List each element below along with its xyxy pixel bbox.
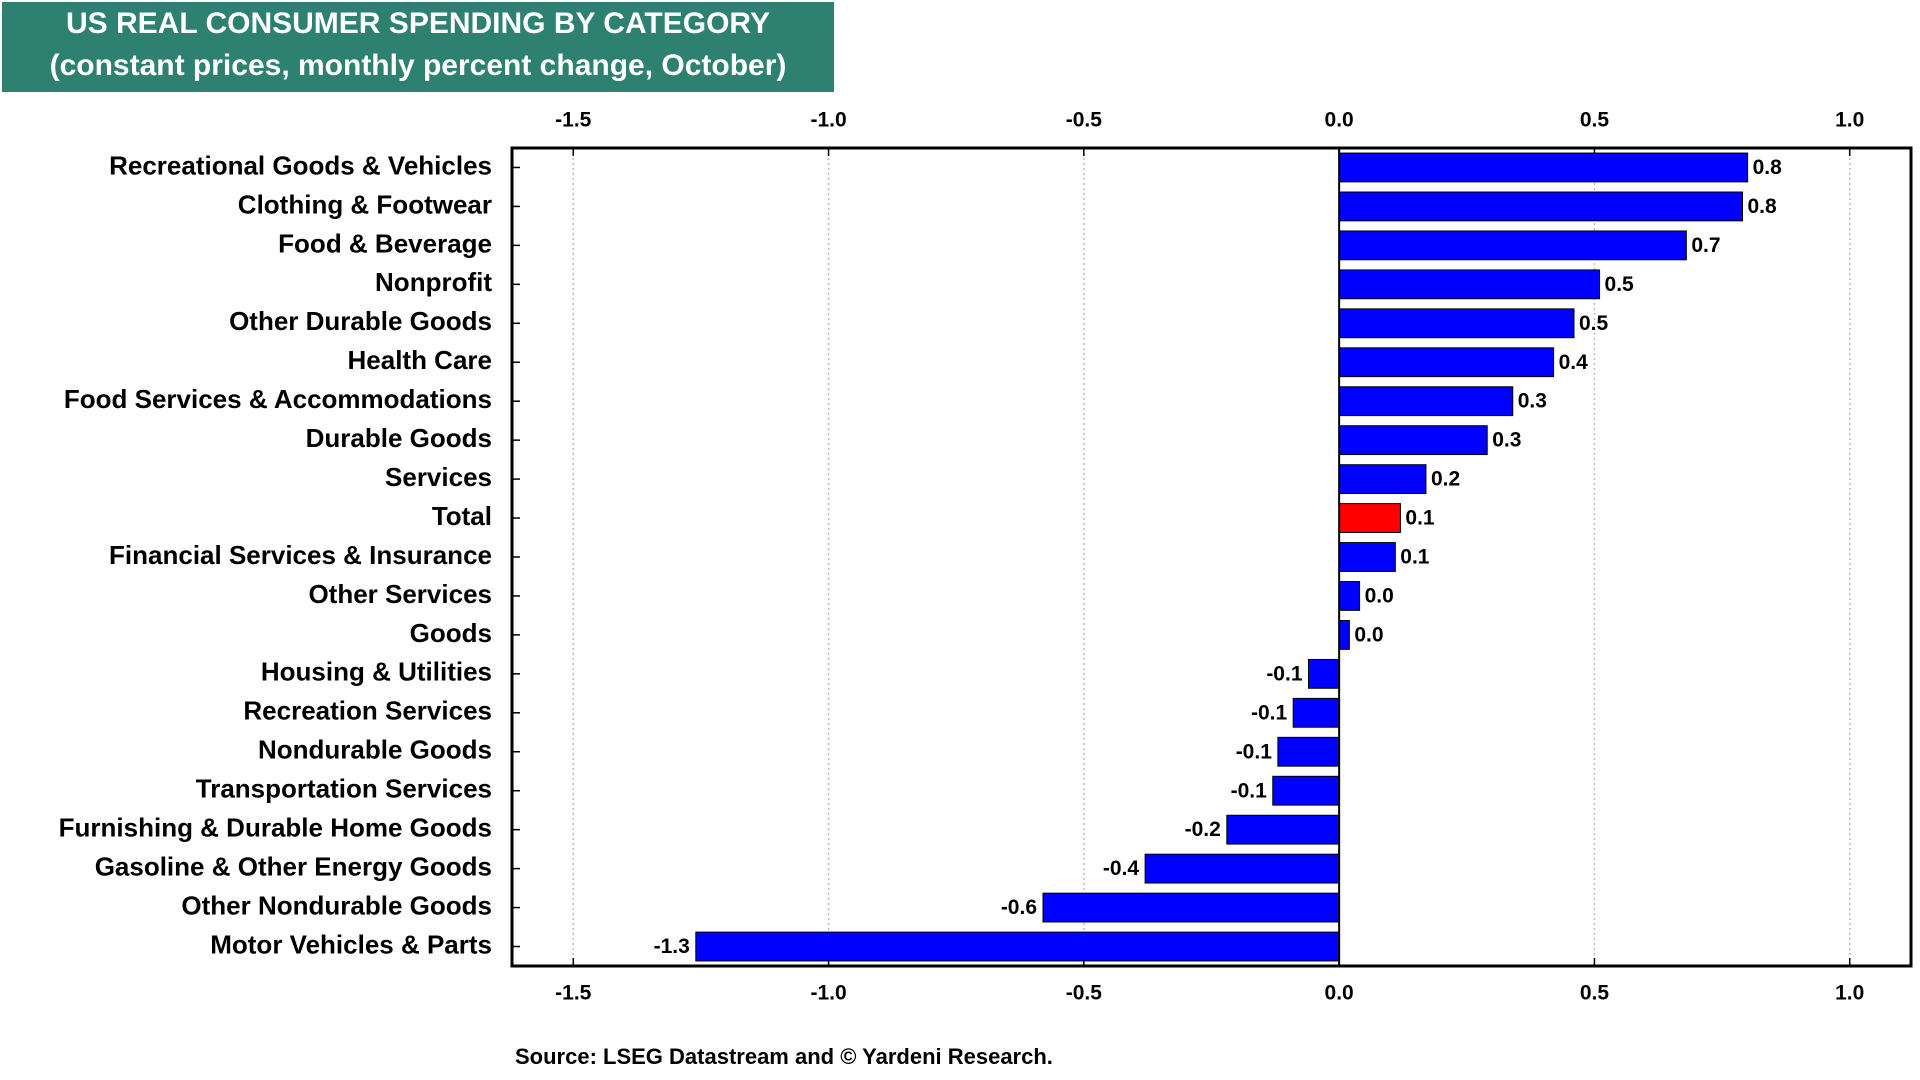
bar bbox=[1144, 853, 1340, 884]
y-tick-label: Clothing & Footwear bbox=[238, 189, 492, 219]
bar bbox=[1277, 736, 1340, 767]
bar bbox=[1338, 503, 1401, 533]
y-tick-label: Health Care bbox=[348, 345, 493, 375]
value-label: 0.3 bbox=[1492, 429, 1521, 452]
y-tick-label: Food Services & Accommodations bbox=[64, 384, 492, 414]
bar bbox=[1338, 464, 1427, 495]
chart-title: US REAL CONSUMER SPENDING BY CATEGORY bbox=[66, 7, 770, 40]
x-tick-label: -1.0 bbox=[810, 109, 846, 132]
value-label: -1.3 bbox=[654, 935, 690, 958]
bar bbox=[1338, 347, 1555, 378]
bar bbox=[1338, 581, 1361, 611]
plot-frame bbox=[510, 146, 1913, 968]
value-label: -0.1 bbox=[1266, 662, 1303, 685]
value-label: 0.0 bbox=[1354, 623, 1383, 646]
x-tick-label: 0.5 bbox=[1580, 109, 1610, 132]
y-tick-label: Gasoline & Other Energy Goods bbox=[95, 851, 492, 881]
bar bbox=[1338, 191, 1744, 222]
bar bbox=[1338, 230, 1687, 261]
bar bbox=[1338, 386, 1514, 417]
y-tick-label: Other Durable Goods bbox=[229, 306, 492, 336]
bar bbox=[1338, 425, 1488, 456]
value-label: -0.2 bbox=[1185, 818, 1221, 841]
y-tick-label: Motor Vehicles & Parts bbox=[210, 929, 492, 959]
bar bbox=[1292, 697, 1340, 728]
value-label: 0.7 bbox=[1691, 234, 1720, 257]
title-box bbox=[2, 2, 834, 92]
value-label: 0.5 bbox=[1605, 273, 1635, 296]
x-tick-label: -1.5 bbox=[555, 982, 592, 1005]
y-tick-label: Transportation Services bbox=[196, 774, 492, 804]
bar bbox=[1338, 308, 1575, 339]
x-tick-label: 0.0 bbox=[1325, 982, 1354, 1005]
bar bbox=[1226, 814, 1340, 845]
y-tick-label: Total bbox=[432, 501, 492, 531]
y-tick-label: Durable Goods bbox=[306, 423, 492, 453]
value-label: 0.3 bbox=[1518, 390, 1547, 413]
y-tick-label: Housing & Utilities bbox=[261, 657, 492, 687]
y-tick-label: Goods bbox=[410, 618, 492, 648]
x-tick-label: 1.0 bbox=[1835, 982, 1864, 1005]
y-tick-label: Other Nondurable Goods bbox=[181, 890, 492, 920]
y-tick-label: Furnishing & Durable Home Goods bbox=[59, 813, 492, 843]
value-label: 0.8 bbox=[1753, 156, 1783, 179]
value-label: 0.8 bbox=[1748, 195, 1778, 218]
value-label: 0.1 bbox=[1400, 546, 1430, 569]
x-tick-label: -0.5 bbox=[1066, 982, 1103, 1005]
y-tick-label: Food & Beverage bbox=[278, 228, 492, 258]
bar bbox=[1272, 775, 1340, 806]
value-label: -0.1 bbox=[1231, 779, 1268, 802]
value-label: -0.1 bbox=[1236, 740, 1273, 763]
y-tick-label: Nondurable Goods bbox=[258, 735, 492, 765]
y-tick-label: Recreation Services bbox=[243, 696, 492, 726]
bar bbox=[695, 931, 1340, 962]
value-label: -0.4 bbox=[1103, 857, 1140, 880]
bar bbox=[1338, 619, 1350, 650]
bar bbox=[1042, 892, 1340, 923]
value-label: -0.1 bbox=[1251, 701, 1288, 724]
y-tick-label: Recreational Goods & Vehicles bbox=[109, 150, 492, 180]
x-tick-label: 0.5 bbox=[1580, 982, 1610, 1005]
value-label: -0.6 bbox=[1001, 896, 1037, 919]
x-tick-label: -1.0 bbox=[810, 982, 846, 1005]
x-tick-label: 1.0 bbox=[1835, 109, 1864, 132]
value-label: 0.5 bbox=[1579, 312, 1609, 335]
value-label: 0.0 bbox=[1365, 584, 1394, 607]
bar bbox=[1308, 658, 1340, 689]
x-tick-label: -1.5 bbox=[555, 109, 592, 132]
y-tick-label: Financial Services & Insurance bbox=[109, 540, 492, 570]
y-tick-label: Services bbox=[385, 462, 492, 492]
value-label: 0.4 bbox=[1559, 351, 1589, 374]
y-tick-label: Other Services bbox=[308, 579, 492, 609]
value-label: 0.1 bbox=[1405, 507, 1435, 530]
chart-subtitle: (constant prices, monthly percent change… bbox=[50, 49, 787, 82]
x-tick-label: 0.0 bbox=[1325, 109, 1354, 132]
value-label: 0.2 bbox=[1431, 468, 1460, 491]
x-tick-label: -0.5 bbox=[1066, 109, 1103, 132]
bar bbox=[1338, 152, 1749, 183]
source-note: Source: LSEG Datastream and © Yardeni Re… bbox=[515, 1044, 1053, 1069]
bar bbox=[1338, 269, 1601, 300]
y-tick-label: Nonprofit bbox=[375, 267, 492, 297]
bar bbox=[1338, 542, 1396, 572]
